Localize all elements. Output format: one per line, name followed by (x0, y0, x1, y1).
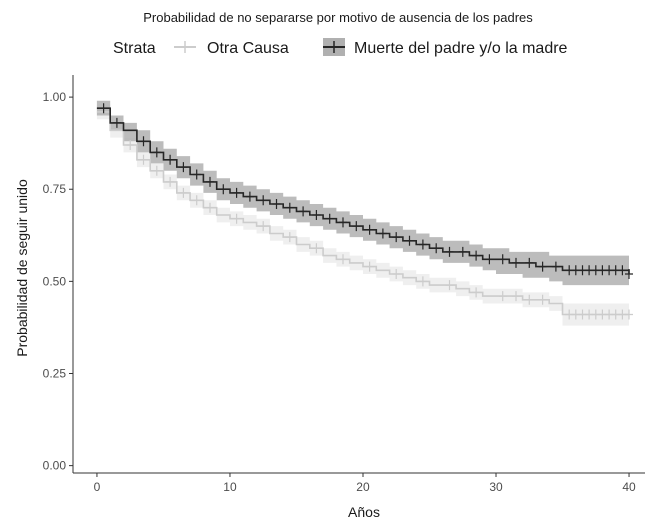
censor-mark-otra-causa-24 (585, 309, 594, 320)
legend-key-otra-causa (174, 41, 196, 53)
legend-key-muerte-padre-madre (323, 38, 345, 56)
x-tick-label: 10 (223, 480, 237, 494)
censor-mark-muerte-del-padre-y-o-la-madre-25 (445, 246, 454, 257)
legend-label-otra-causa: Otra Causa (207, 40, 289, 57)
y-axis-title: Probabilidad de seguir unido (14, 179, 30, 357)
censor-mark-muerte-del-padre-y-o-la-madre-14 (299, 206, 308, 217)
survival-curve-otra-causa (96, 111, 629, 316)
x-axis-ticks: 0 10 20 30 40 (94, 473, 636, 494)
censor-mark-otra-causa-28 (611, 309, 620, 320)
legend-label-muerte-padre-madre: Muerte del padre y/o la madre (354, 40, 568, 57)
censor-mark-muerte-del-padre-y-o-la-madre-32 (538, 261, 547, 272)
legend: Strata Otra Causa Muerte del padre y/o l… (113, 38, 568, 57)
censor-mark-otra-causa-2 (152, 165, 161, 176)
censor-mark-muerte-del-padre-y-o-la-madre-15 (312, 210, 321, 220)
censor-mark-otra-causa-12 (365, 261, 374, 272)
x-tick-label: 40 (622, 480, 636, 494)
censor-mark-muerte-del-padre-y-o-la-madre-41 (611, 265, 620, 276)
censor-mark-muerte-del-padre-y-o-la-madre-13 (285, 202, 294, 213)
y-tick-label: 0.50 (43, 274, 67, 288)
censor-mark-otra-causa-13 (392, 269, 401, 279)
censor-mark-muerte-del-padre-y-o-la-madre-4 (166, 154, 175, 165)
censor-mark-muerte-del-padre-y-o-la-madre-28 (485, 254, 494, 265)
censor-mark-otra-causa-16 (472, 287, 481, 298)
censor-marks (99, 103, 633, 320)
censor-mark-otra-causa-15 (445, 280, 454, 291)
censor-mark-muerte-del-padre-y-o-la-madre-6 (192, 169, 201, 180)
censor-mark-muerte-del-padre-y-o-la-madre-20 (378, 228, 387, 239)
censor-mark-muerte-del-padre-y-o-la-madre-1 (112, 117, 121, 128)
censor-mark-muerte-del-padre-y-o-la-madre-42 (618, 265, 627, 276)
x-tick-label: 0 (94, 480, 101, 494)
censor-mark-otra-causa-14 (418, 276, 427, 287)
censor-mark-otra-causa-9 (285, 232, 294, 243)
censor-mark-muerte-del-padre-y-o-la-madre-12 (272, 199, 281, 209)
censor-mark-otra-causa-5 (192, 195, 201, 206)
censor-mark-muerte-del-padre-y-o-la-madre-11 (259, 195, 268, 206)
censor-mark-muerte-del-padre-y-o-la-madre-18 (352, 221, 361, 232)
censor-mark-otra-causa-18 (512, 291, 520, 302)
x-tick-label: 20 (356, 480, 370, 494)
censor-mark-otra-causa-20 (538, 294, 547, 305)
censor-mark-muerte-del-padre-y-o-la-madre-31 (525, 257, 534, 268)
y-tick-label: 0.75 (43, 182, 67, 196)
censor-mark-otra-causa-30 (625, 309, 633, 320)
censor-mark-muerte-del-padre-y-o-la-madre-33 (551, 261, 560, 272)
censor-mark-muerte-del-padre-y-o-la-madre-16 (325, 213, 334, 224)
censor-mark-muerte-del-padre-y-o-la-madre-5 (179, 162, 188, 173)
censor-mark-muerte-del-padre-y-o-la-madre-27 (472, 250, 481, 261)
censor-mark-muerte-del-padre-y-o-la-madre-17 (339, 217, 347, 228)
survival-curve-muerte-del-padre-y-o-la-madre (96, 107, 630, 274)
y-axis-ticks: 0.00 0.25 0.50 0.75 1.00 (43, 90, 73, 473)
censor-mark-otra-causa-8 (259, 221, 268, 232)
censor-mark-muerte-del-padre-y-o-la-madre-39 (598, 265, 607, 276)
legend-title: Strata (113, 40, 156, 57)
censor-mark-muerte-del-padre-y-o-la-madre-37 (585, 265, 594, 276)
x-axis-title: Años (348, 504, 380, 520)
y-tick-label: 0.00 (43, 459, 67, 473)
censor-mark-otra-causa-11 (339, 254, 347, 265)
censor-mark-otra-causa-6 (206, 202, 214, 213)
y-tick-label: 0.25 (43, 367, 67, 381)
censor-mark-muerte-del-padre-y-o-la-madre-43 (625, 269, 633, 279)
censor-mark-otra-causa-26 (598, 309, 607, 320)
censor-mark-otra-causa-10 (312, 243, 321, 254)
censor-mark-muerte-del-padre-y-o-la-madre-30 (512, 257, 520, 268)
censor-mark-muerte-del-padre-y-o-la-madre-29 (498, 254, 507, 265)
censor-mark-muerte-del-padre-y-o-la-madre-19 (365, 224, 374, 235)
censor-mark-otra-causa-4 (179, 187, 188, 198)
censor-mark-muerte-del-padre-y-o-la-madre-21 (392, 232, 401, 243)
censor-mark-otra-causa-17 (498, 291, 507, 302)
survival-curves (96, 107, 630, 316)
censor-mark-muerte-del-padre-y-o-la-madre-8 (219, 184, 228, 195)
censor-mark-muerte-del-padre-y-o-la-madre-7 (206, 176, 214, 187)
censor-mark-muerte-del-padre-y-o-la-madre-9 (232, 187, 241, 198)
censor-mark-otra-causa-22 (571, 309, 580, 320)
censor-mark-otra-causa-3 (166, 176, 175, 187)
chart-title: Probabilidad de no separarse por motivo … (143, 10, 533, 25)
censor-mark-muerte-del-padre-y-o-la-madre-35 (571, 265, 580, 276)
censor-mark-otra-causa-19 (525, 294, 534, 305)
censor-mark-muerte-del-padre-y-o-la-madre-2 (139, 136, 148, 147)
censor-mark-muerte-del-padre-y-o-la-madre-0 (99, 103, 108, 114)
censor-mark-muerte-del-padre-y-o-la-madre-24 (432, 243, 441, 254)
censor-mark-otra-causa-7 (232, 213, 241, 224)
censor-mark-muerte-del-padre-y-o-la-madre-3 (152, 147, 161, 158)
censor-mark-muerte-del-padre-y-o-la-madre-26 (458, 246, 467, 257)
censor-mark-otra-causa-0 (126, 140, 135, 150)
censor-mark-muerte-del-padre-y-o-la-madre-23 (418, 239, 427, 250)
confidence-bands (96, 100, 629, 326)
x-tick-label: 30 (489, 480, 503, 494)
y-tick-label: 1.00 (43, 90, 67, 104)
censor-mark-muerte-del-padre-y-o-la-madre-22 (405, 235, 414, 246)
censor-mark-muerte-del-padre-y-o-la-madre-10 (245, 191, 254, 202)
censor-mark-otra-causa-1 (139, 154, 148, 165)
